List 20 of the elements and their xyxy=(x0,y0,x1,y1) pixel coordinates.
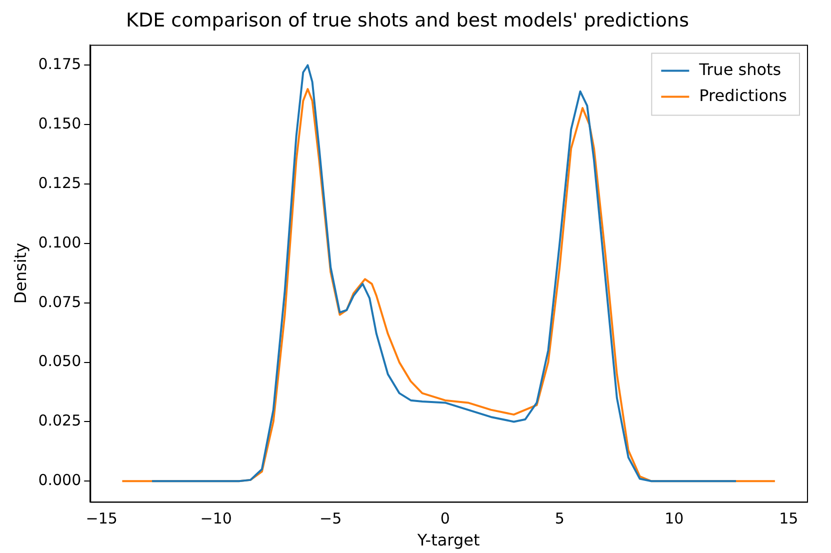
x-tick-label: −5 xyxy=(320,510,342,528)
legend-label: True shots xyxy=(698,60,782,79)
legend-label: Predictions xyxy=(699,86,788,105)
x-tick-label: 15 xyxy=(779,510,798,528)
y-tick-label: 0.050 xyxy=(38,352,82,370)
y-tick-label: 0.150 xyxy=(38,114,82,133)
y-tick-label: 0.025 xyxy=(38,412,82,430)
y-tick-label: 0.075 xyxy=(38,292,82,311)
y-tick-label: 0.125 xyxy=(38,174,82,192)
chart-title: KDE comparison of true shots and best models' predictions xyxy=(126,9,689,32)
x-tick-label: 5 xyxy=(554,510,564,528)
x-tick-label: −10 xyxy=(200,510,232,528)
x-tick-label: −15 xyxy=(86,510,118,528)
y-tick-label: 0.100 xyxy=(38,233,82,252)
y-tick-label: 0.175 xyxy=(38,55,82,74)
y-tick-label: 0.000 xyxy=(38,471,82,490)
x-tick-label: 0 xyxy=(440,510,450,528)
x-tick-label: 10 xyxy=(664,510,684,528)
x-axis-title: Y-target xyxy=(416,530,480,550)
y-axis-title: Density xyxy=(10,242,30,304)
